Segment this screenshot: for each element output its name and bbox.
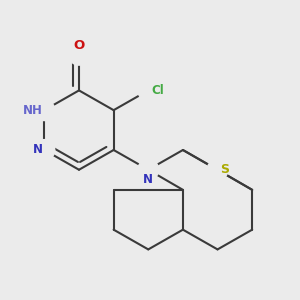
Text: NH: NH — [23, 104, 43, 117]
Circle shape — [69, 44, 89, 65]
Circle shape — [138, 159, 159, 180]
Text: N: N — [33, 143, 43, 157]
Text: N: N — [143, 172, 153, 185]
Circle shape — [34, 100, 55, 121]
Circle shape — [34, 140, 55, 160]
Text: S: S — [220, 163, 229, 176]
Text: Cl: Cl — [151, 84, 164, 97]
Circle shape — [138, 80, 159, 101]
Circle shape — [207, 159, 228, 180]
Text: O: O — [74, 39, 85, 52]
